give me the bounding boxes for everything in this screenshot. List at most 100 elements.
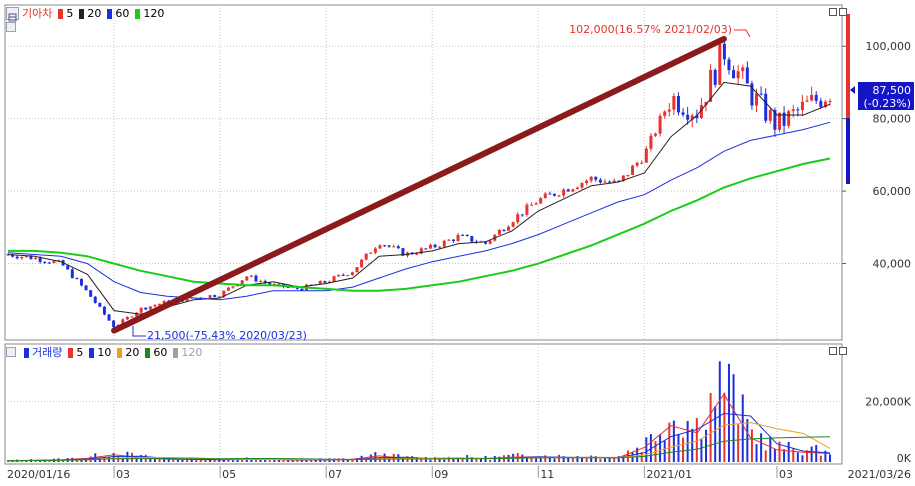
candle-body [800, 101, 804, 111]
candle-body [823, 101, 827, 107]
volume-bar [659, 434, 662, 462]
candle-body [649, 135, 653, 149]
candle-body [663, 111, 667, 116]
volume-bar [599, 458, 602, 462]
legend-vma20: 20 [125, 346, 140, 359]
volume-bar [117, 456, 120, 462]
chart-settings-icon[interactable] [6, 7, 19, 22]
volume-bar [636, 447, 639, 462]
volume-legend-name: 거래량 [32, 346, 63, 359]
volume-bar [571, 458, 574, 462]
vma5-swatch [68, 348, 74, 358]
volume-bar [401, 457, 404, 462]
candle-body [442, 240, 446, 247]
volume-panel-maximize-icon[interactable] [839, 347, 847, 355]
volume-bar [254, 459, 257, 462]
candle-body [451, 239, 455, 242]
volume-bar [186, 458, 189, 462]
volume-bar [475, 458, 478, 462]
candle-body [690, 115, 694, 120]
candle-body [814, 94, 818, 101]
candle-body [768, 109, 772, 121]
candle-body [828, 100, 832, 102]
candle-body [135, 312, 139, 317]
candle-body [676, 96, 680, 113]
candle-body [525, 204, 529, 215]
volume-ma-line [7, 422, 831, 462]
candle-body [621, 175, 625, 181]
volume-panel-minimize-icon[interactable] [829, 347, 837, 355]
candle-body [121, 319, 125, 325]
volume-bar [415, 457, 418, 462]
candle-body [144, 307, 148, 310]
candle-body [98, 302, 102, 307]
volume-bar [34, 460, 37, 462]
volume-bar [824, 450, 827, 462]
candle-body [534, 203, 538, 205]
volume-bar [778, 441, 781, 462]
volume-bar [700, 439, 703, 462]
price-tick-label: 60,000 [873, 185, 912, 198]
volume-bar [149, 457, 152, 462]
volume-bar [705, 429, 708, 462]
candle-body [631, 165, 635, 175]
price-panel-maximize-icon[interactable] [839, 8, 847, 16]
x-tick-label: 03 [779, 468, 793, 481]
volume-bar [7, 460, 9, 462]
volume-bar [424, 456, 427, 462]
indicator-settings-icon[interactable] [6, 22, 16, 32]
vma60-swatch [145, 348, 151, 358]
candle-body [612, 180, 616, 183]
candle-body [713, 69, 717, 85]
candle-body [323, 280, 327, 283]
volume-bar [764, 450, 767, 462]
legend-ma60: 60 [115, 7, 130, 20]
candle-body [259, 280, 263, 282]
candle-body [383, 245, 387, 247]
candle-body [373, 248, 377, 253]
volume-bar [222, 458, 225, 462]
candle-body [745, 67, 749, 84]
volume-bar [209, 459, 212, 462]
candle-body [79, 278, 83, 286]
candle-body [571, 189, 575, 192]
vma120-swatch [173, 348, 179, 358]
candle-body [580, 183, 584, 188]
candle-body [520, 214, 524, 216]
price-tick-label: 80,000 [873, 113, 912, 126]
candle-body [327, 281, 331, 283]
candle-body [424, 248, 428, 250]
legend-vma10: 10 [97, 346, 112, 359]
volume-settings-icon[interactable] [6, 347, 16, 357]
price-panel-minimize-icon[interactable] [829, 8, 837, 16]
candle-body [557, 195, 561, 197]
trendline-group [111, 35, 727, 334]
volume-bar [714, 406, 717, 462]
candle-body [497, 229, 501, 235]
volume-bar [43, 459, 46, 462]
volume-bar [204, 460, 207, 462]
candle-body [369, 252, 373, 254]
volume-bar [98, 458, 101, 462]
volume-bar [613, 457, 616, 462]
candle-body [346, 275, 350, 277]
candle-body [162, 300, 166, 304]
candle-body [332, 276, 336, 282]
candle-body [695, 115, 699, 119]
candle-body [355, 267, 359, 273]
current-price-range-bar-top [846, 14, 850, 118]
candle-body [392, 246, 396, 248]
volume-bar [672, 420, 675, 462]
candle-body [29, 256, 33, 260]
candle-body [598, 179, 602, 183]
volume-bar [750, 429, 753, 462]
candle-body [777, 112, 781, 130]
legend-ma20: 20 [87, 7, 102, 20]
candle-body [396, 246, 400, 249]
candle-body [20, 256, 24, 259]
ma20-swatch [79, 9, 85, 19]
ma60-line [7, 121, 831, 301]
volume-bar [268, 460, 271, 462]
volume-bar [351, 458, 354, 462]
candle-body [378, 245, 382, 249]
